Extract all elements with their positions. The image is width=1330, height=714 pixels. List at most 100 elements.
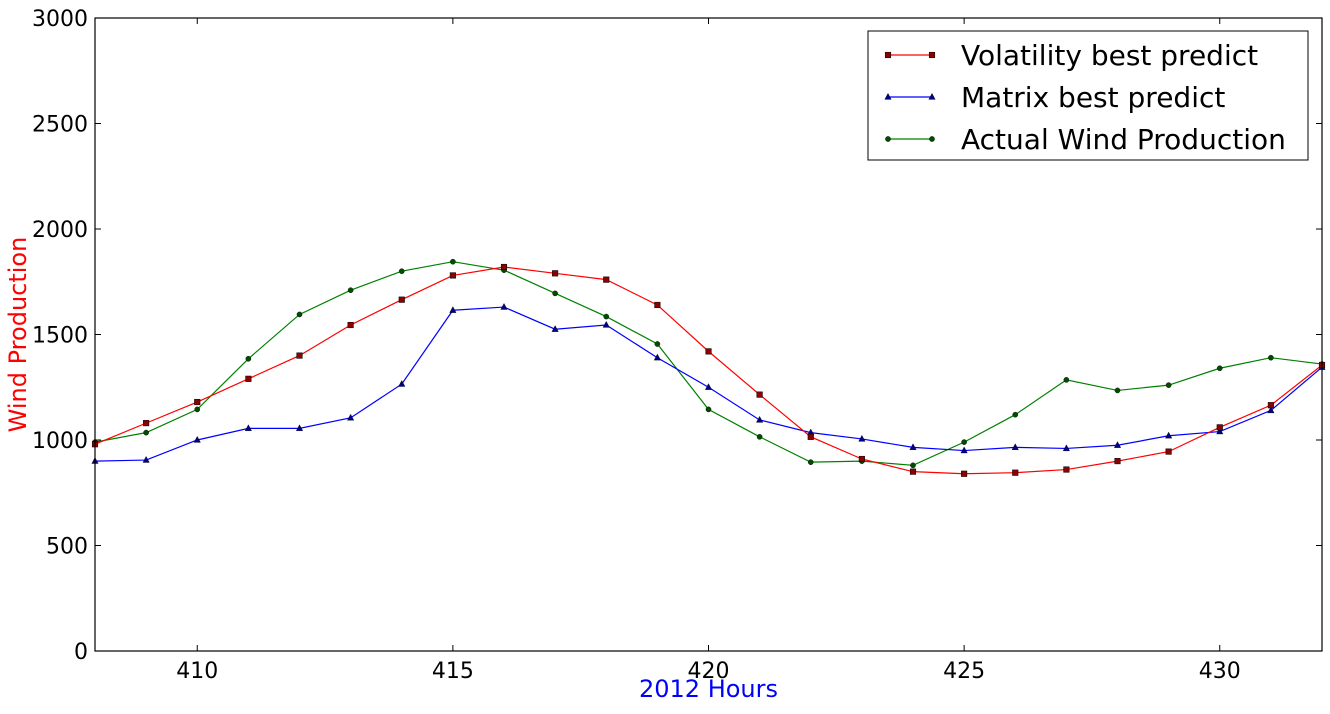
data-point <box>398 380 406 387</box>
data-point <box>296 352 303 359</box>
data-point <box>910 462 916 469</box>
ticks-layer: 410 415 420 425 430 0 500 1000 1500 2000 2500 3000 <box>32 7 1322 684</box>
data-point <box>552 290 558 297</box>
data-point <box>194 406 201 413</box>
series-line <box>94 266 1323 475</box>
data-point <box>1063 377 1070 383</box>
data-point <box>193 435 201 443</box>
data-point <box>142 456 150 463</box>
data-point <box>1114 387 1121 394</box>
data-point <box>961 439 967 445</box>
data-point <box>347 287 354 293</box>
x-tick-label: 410 <box>176 659 218 684</box>
data-point <box>1012 411 1019 418</box>
data-point <box>807 459 814 465</box>
data-point <box>909 443 917 450</box>
y-tick-label: 1000 <box>32 429 88 454</box>
marks-layer <box>91 258 1326 477</box>
y-axis-label: Wind Production <box>4 237 32 433</box>
x-tick-label: 425 <box>943 659 985 684</box>
legend: Volatility best predict Matrix best predi… <box>867 30 1309 161</box>
series-2 <box>92 258 1325 469</box>
data-point <box>961 470 968 477</box>
data-point <box>1216 427 1224 435</box>
legend-box <box>867 30 1309 161</box>
series-1 <box>91 303 1326 464</box>
data-point <box>347 413 355 421</box>
data-point <box>194 398 201 406</box>
data-point <box>449 272 456 279</box>
y-tick-label: 3000 <box>32 7 88 32</box>
data-point <box>450 258 456 265</box>
data-point <box>1062 444 1070 452</box>
x-tick-label: 420 <box>688 659 730 684</box>
data-point <box>551 325 559 332</box>
data-point <box>807 433 814 440</box>
data-point <box>756 391 763 398</box>
x-axis-label: 2012 Hours <box>639 675 778 703</box>
data-point <box>244 424 252 431</box>
y-tick-label: 0 <box>74 640 88 665</box>
data-point <box>603 276 610 283</box>
data-point <box>1165 382 1172 388</box>
data-point <box>1165 448 1172 455</box>
data-point <box>1267 402 1274 409</box>
data-point <box>909 468 917 475</box>
data-point <box>1216 424 1223 431</box>
data-point <box>603 313 610 320</box>
data-point <box>245 355 252 362</box>
data-point <box>143 429 149 436</box>
data-point <box>1267 406 1275 414</box>
y-tick-label: 2000 <box>32 218 88 243</box>
legend-label: Matrix best predict <box>961 81 1225 114</box>
data-point <box>858 455 865 463</box>
data-point <box>449 306 457 313</box>
data-point <box>347 321 354 329</box>
legend-marker <box>884 92 892 100</box>
data-point <box>858 434 866 442</box>
x-tick-label: 430 <box>1199 659 1241 684</box>
data-point <box>1114 458 1121 465</box>
legend-label: Actual Wind Production <box>961 123 1286 156</box>
data-point <box>500 263 508 271</box>
data-point <box>654 341 661 347</box>
legend-entry: Matrix best predict <box>884 81 1225 114</box>
data-point <box>1063 466 1070 473</box>
data-point <box>602 320 610 328</box>
data-point <box>295 424 304 431</box>
data-point <box>756 434 763 440</box>
legend-marker <box>929 136 935 142</box>
data-point <box>552 270 559 277</box>
data-point <box>705 348 712 355</box>
data-point <box>756 415 764 423</box>
x-tick-label: 415 <box>432 659 474 684</box>
legend-marker <box>928 92 936 100</box>
data-point <box>705 406 712 413</box>
data-point <box>1268 354 1274 361</box>
data-point <box>1012 469 1019 476</box>
data-point <box>960 446 968 454</box>
series-line <box>94 261 1323 466</box>
data-point <box>1011 443 1019 450</box>
data-point <box>143 420 150 427</box>
y-tick-label: 2500 <box>32 113 88 138</box>
data-point <box>653 353 661 361</box>
legend-entry: Actual Wind Production <box>885 123 1286 156</box>
data-point <box>654 301 661 309</box>
data-point <box>1113 441 1122 448</box>
data-point <box>398 268 405 275</box>
data-point <box>398 296 405 303</box>
legend-marker <box>885 136 891 142</box>
y-tick-label: 1500 <box>32 324 88 349</box>
data-point <box>704 383 713 390</box>
legend-entry: Volatility best predict <box>884 39 1258 72</box>
y-tick-label: 500 <box>46 535 88 560</box>
legend-marker <box>928 51 936 59</box>
data-point <box>296 311 303 318</box>
legend-label: Volatility best predict <box>961 39 1258 72</box>
series-0 <box>91 263 1326 477</box>
data-point <box>500 303 508 310</box>
data-point <box>1165 431 1173 439</box>
